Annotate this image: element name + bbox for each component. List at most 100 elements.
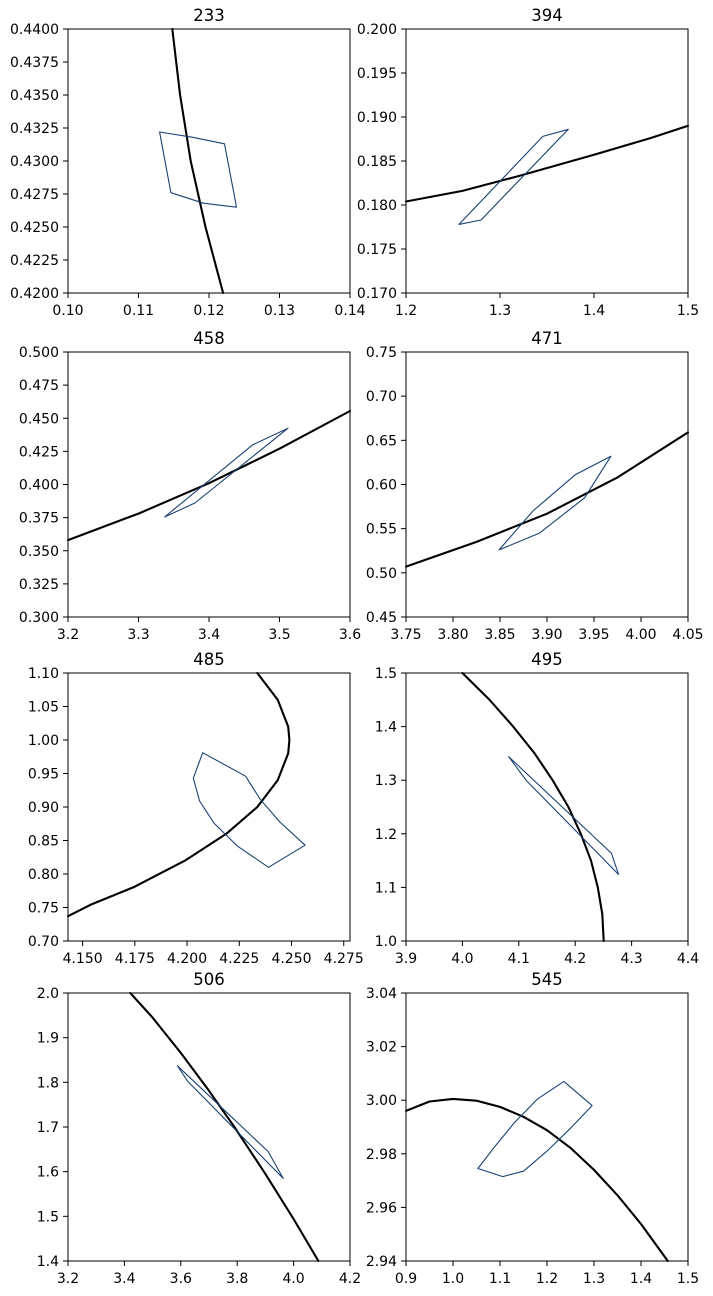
y-tick-label: 1.10 [28, 666, 59, 682]
y-tick-label: 0.325 [19, 577, 59, 593]
subplot-title: 485 [193, 650, 225, 669]
y-tick-label: 0.70 [366, 389, 397, 405]
y-tick-label: 3.00 [366, 1093, 397, 1109]
y-tick-label: 0.70 [28, 934, 59, 950]
x-tick-label: 3.9 [395, 951, 417, 967]
subplot-title: 506 [193, 970, 225, 989]
subplot-title: 458 [193, 329, 225, 348]
x-tick-label: 3.6 [170, 1271, 192, 1287]
y-tick-label: 0.4300 [10, 154, 59, 170]
subplot-545: 0.9 1.0 1.1 1.2 1.3 1.4 1.5 2.94 2.96 2.98 3.00 3.0… [366, 970, 699, 1287]
axes-frame [67, 992, 351, 1262]
y-tick-label: 0.180 [357, 198, 397, 214]
y-tick-label: 0.95 [28, 767, 59, 783]
y-tick-label: 0.200 [357, 22, 397, 38]
y-tick-label: 0.475 [19, 378, 59, 394]
x-tick-label: 0.9 [395, 1271, 417, 1287]
curve-line [171, 28, 225, 294]
y-tick-label: 0.4275 [10, 187, 59, 203]
y-tick-label: 0.4200 [10, 286, 59, 302]
x-tick-label: 4.2 [339, 1271, 361, 1287]
y-tick-label: 1.00 [28, 733, 59, 749]
y-tick-label: 0.45 [366, 610, 397, 626]
y-tick-label: 0.75 [366, 345, 397, 361]
x-tick-label: 4.0 [451, 951, 473, 967]
parallelogram-outline [159, 131, 238, 208]
x-tick-label: 0.12 [193, 303, 224, 319]
y-tick-label: 2.96 [366, 1200, 397, 1216]
x-tick-label: 3.4 [113, 1271, 135, 1287]
y-tick-label: 3.04 [366, 986, 397, 1002]
x-tick-label: 3.85 [484, 627, 515, 643]
curve-line [67, 409, 351, 542]
x-tick-label: 1.4 [583, 303, 605, 319]
y-tick-label: 1.1 [375, 880, 397, 896]
y-tick-label: 2.0 [37, 986, 59, 1002]
x-tick-label: 4.0 [282, 1271, 304, 1287]
x-tick-label: 0.11 [123, 303, 154, 319]
y-tick-label: 0.85 [28, 834, 59, 850]
x-tick-label: 1.4 [630, 1271, 652, 1287]
y-tick-label: 0.4225 [10, 253, 59, 269]
y-tick-label: 0.425 [19, 444, 59, 460]
y-tick-label: 0.55 [366, 522, 397, 538]
parallelogram-outline [508, 756, 620, 876]
x-tick-label: 4.225 [219, 951, 259, 967]
x-tick-label: 3.80 [437, 627, 468, 643]
subplot-title: 233 [193, 6, 225, 25]
subplot-title: 394 [531, 6, 563, 25]
y-tick-label: 1.05 [28, 700, 59, 716]
curve-line [129, 992, 320, 1262]
x-tick-label: 0.14 [334, 303, 365, 319]
y-tick-label: 0.300 [19, 610, 59, 626]
parallelogram-outline [458, 128, 569, 225]
x-tick-label: 1.2 [395, 303, 417, 319]
x-tick-label: 4.00 [625, 627, 656, 643]
subplot-506: 3.2 3.4 3.6 3.8 4.0 4.2 1.4 1.5 1.6 1.7 1.8 1.9 2.0 5… [37, 970, 361, 1287]
y-tick-label: 0.375 [19, 511, 59, 527]
y-tick-label: 2.98 [366, 1147, 397, 1163]
x-tick-label: 3.6 [339, 627, 361, 643]
y-tick-label: 1.3 [375, 773, 397, 789]
x-tick-label: 3.8 [226, 1271, 248, 1287]
axes-frame [67, 672, 351, 942]
x-tick-label: 1.0 [442, 1271, 464, 1287]
y-tick-label: 1.5 [37, 1209, 59, 1225]
x-tick-label: 1.3 [489, 303, 511, 319]
x-tick-label: 3.2 [57, 1271, 79, 1287]
x-tick-label: 1.5 [677, 303, 699, 319]
x-tick-label: 4.200 [167, 951, 207, 967]
y-tick-label: 0.65 [366, 433, 397, 449]
y-tick-label: 0.4250 [10, 220, 59, 236]
x-tick-label: 1.5 [677, 1271, 699, 1287]
y-tick-label: 0.400 [19, 478, 59, 494]
x-tick-label: 4.175 [115, 951, 155, 967]
y-tick-label: 0.60 [366, 478, 397, 494]
y-tick-label: 1.2 [375, 827, 397, 843]
subplot-495: 3.9 4.0 4.1 4.2 4.3 4.4 1.0 1.1 1.2 1.3 1.4 1.5 495 [375, 650, 699, 967]
x-tick-label: 3.3 [127, 627, 149, 643]
x-tick-label: 0.10 [52, 303, 83, 319]
y-tick-label: 1.8 [37, 1075, 59, 1091]
x-tick-label: 1.2 [536, 1271, 558, 1287]
parallelogram-outline [192, 752, 306, 868]
subplot-394: 1.2 1.3 1.4 1.5 0.170 0.175 0.180 0.185 0.190 0.1… [357, 6, 699, 319]
axes-frame [405, 672, 689, 942]
parallelogram-outline [498, 455, 612, 551]
axes-frame [405, 28, 689, 294]
x-tick-label: 4.2 [564, 951, 586, 967]
y-tick-label: 0.170 [357, 286, 397, 302]
subplot-title: 471 [531, 329, 563, 348]
x-tick-label: 3.4 [198, 627, 220, 643]
y-tick-label: 1.9 [37, 1031, 59, 1047]
x-tick-label: 4.05 [672, 627, 703, 643]
y-tick-label: 0.175 [357, 242, 397, 258]
parallelogram-outline [164, 427, 289, 518]
x-tick-label: 4.250 [271, 951, 311, 967]
subplot-title: 495 [531, 650, 563, 669]
subplot-471: 3.75 3.80 3.85 3.90 3.95 4.00 4.05 0.45 0.50 0.55… [366, 329, 704, 643]
y-tick-label: 0.4325 [10, 121, 59, 137]
y-tick-label: 1.0 [375, 934, 397, 950]
